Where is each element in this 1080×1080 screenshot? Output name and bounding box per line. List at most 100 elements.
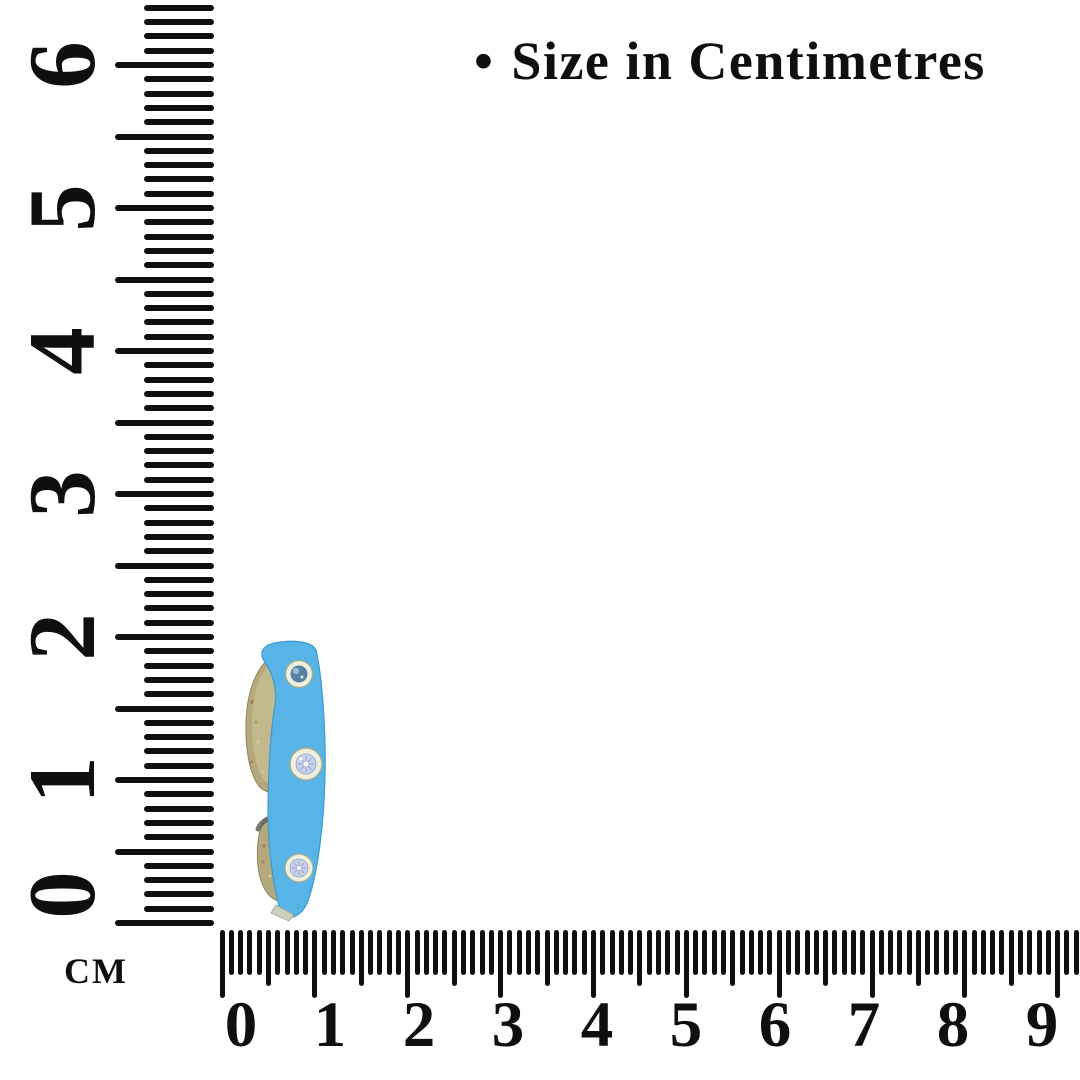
vertical-ruler-tick (144, 33, 214, 40)
vertical-ruler-tick (144, 591, 214, 598)
vertical-ruler-tick (115, 777, 214, 783)
horizontal-ruler-tick (590, 930, 596, 998)
vertical-ruler-tick (144, 819, 214, 826)
horizontal-ruler-tick (275, 930, 281, 975)
horizontal-ruler-tick (683, 930, 689, 998)
horizontal-ruler-tick (776, 930, 782, 998)
vertical-ruler-tick (144, 162, 214, 169)
horizontal-ruler-tick (293, 930, 299, 975)
horizontal-ruler-tick (739, 930, 745, 975)
horizontal-ruler-tick (693, 930, 698, 975)
vertical-ruler-tick (144, 691, 214, 698)
horizontal-ruler-tick (934, 930, 940, 975)
vertical-ruler-tick (144, 233, 214, 240)
horizontal-ruler-number: 1 (313, 989, 347, 1061)
ring-enamel-band (261, 640, 326, 918)
horizontal-ruler-tick (823, 930, 828, 986)
vertical-ruler-tick (144, 805, 214, 812)
vertical-ruler-tick (144, 390, 214, 397)
ring-inner-metal-top (245, 657, 293, 793)
vertical-ruler-tick (144, 448, 214, 455)
horizontal-ruler-tick (1073, 930, 1079, 975)
horizontal-ruler-tick (925, 930, 931, 975)
horizontal-ruler-tick (581, 930, 587, 975)
vertical-ruler-tick (144, 505, 214, 512)
vertical-ruler-tick (115, 419, 214, 426)
horizontal-ruler-tick (321, 930, 327, 975)
vertical-ruler-tick (144, 176, 214, 183)
vertical-ruler-tick (144, 376, 214, 383)
horizontal-ruler-number: 8 (936, 989, 970, 1061)
horizontal-ruler-tick (1036, 930, 1042, 975)
horizontal-ruler-tick (878, 930, 884, 975)
vertical-ruler-tick (144, 476, 214, 483)
horizontal-ruler-tick (460, 930, 466, 975)
horizontal-ruler-tick (906, 930, 912, 975)
vertical-ruler-tick (144, 362, 214, 369)
horizontal-ruler-tick (674, 930, 680, 975)
horizontal-ruler-number: 0 (224, 989, 258, 1061)
horizontal-ruler-tick (953, 930, 958, 975)
horizontal-ruler-tick (433, 930, 439, 975)
horizontal-ruler-tick (813, 930, 819, 975)
horizontal-ruler-tick (702, 930, 708, 975)
horizontal-ruler-tick (832, 930, 838, 975)
horizontal-ruler-tick (284, 930, 290, 975)
vertical-ruler-tick (144, 676, 214, 683)
vertical-ruler-number: 0 (9, 871, 115, 919)
horizontal-ruler-tick (442, 930, 448, 975)
vertical-ruler-tick (144, 862, 214, 869)
vertical-ruler-tick (144, 834, 214, 841)
horizontal-ruler-tick (395, 930, 401, 975)
page-title: • Size in Centimetres (474, 30, 986, 92)
horizontal-ruler-tick (971, 930, 977, 975)
horizontal-ruler-number: 4 (580, 989, 614, 1061)
vertical-ruler-tick (115, 276, 214, 283)
vertical-ruler-tick (144, 247, 214, 254)
vertical-ruler-number: 6 (9, 41, 115, 89)
horizontal-ruler-tick (888, 930, 893, 975)
bullet-icon: • (474, 31, 495, 91)
vertical-ruler-tick (115, 62, 214, 68)
vertical-ruler-tick (144, 76, 214, 83)
vertical-ruler-tick (144, 462, 214, 469)
horizontal-ruler-tick (553, 930, 559, 975)
horizontal-ruler-tick (330, 930, 336, 975)
vertical-ruler-tick (144, 719, 214, 726)
vertical-ruler-tick (144, 305, 214, 312)
horizontal-ruler-tick (1018, 930, 1023, 975)
horizontal-ruler-tick (488, 930, 494, 975)
horizontal-ruler-tick (470, 930, 476, 975)
horizontal-ruler-tick (1055, 930, 1061, 998)
horizontal-ruler-tick (544, 930, 550, 986)
vertical-ruler-number: 5 (9, 184, 115, 232)
horizontal-ruler-tick (349, 930, 355, 975)
horizontal-ruler-tick (405, 930, 411, 998)
horizontal-ruler-tick (414, 930, 420, 975)
horizontal-ruler-tick (962, 930, 968, 998)
vertical-ruler-tick (144, 219, 214, 226)
horizontal-ruler-tick (238, 930, 244, 975)
vertical-ruler-tick (144, 333, 214, 340)
horizontal-ruler-tick (850, 930, 856, 975)
horizontal-ruler-number: 5 (669, 989, 703, 1061)
vertical-ruler-tick (144, 734, 214, 741)
horizontal-ruler-tick (999, 930, 1005, 975)
vertical-ruler-tick (144, 619, 214, 626)
horizontal-ruler-tick (340, 930, 346, 975)
vertical-ruler-tick (144, 290, 214, 297)
vertical-ruler-tick (144, 748, 214, 755)
horizontal-ruler-tick (219, 930, 225, 998)
vertical-ruler-tick (115, 920, 214, 926)
horizontal-ruler-tick (841, 930, 847, 975)
ring-crystal-top (284, 659, 314, 689)
horizontal-ruler-tick (748, 930, 754, 975)
horizontal-ruler-tick (1008, 930, 1014, 986)
vertical-ruler-tick (144, 762, 214, 769)
horizontal-ruler-tick (990, 930, 996, 975)
vertical-ruler-tick (144, 262, 214, 269)
vertical-ruler-tick (115, 348, 214, 354)
vertical-ruler-tick (144, 19, 214, 26)
horizontal-ruler-number: 7 (847, 989, 881, 1061)
